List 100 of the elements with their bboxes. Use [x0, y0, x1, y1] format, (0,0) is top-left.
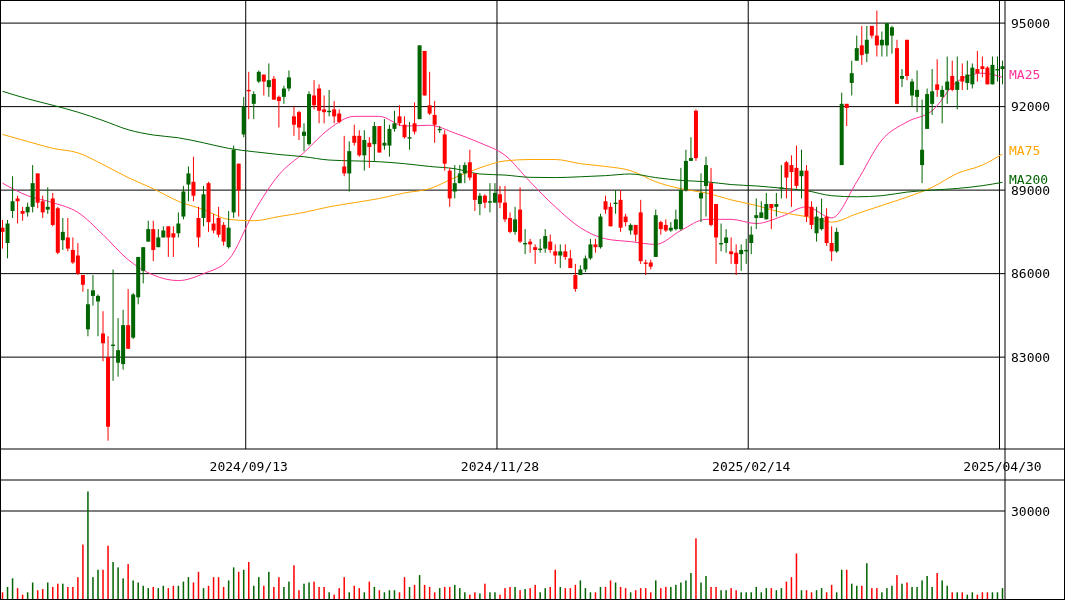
- candlestick: [739, 243, 744, 272]
- candlestick: [819, 197, 824, 231]
- candlestick: [251, 90, 256, 120]
- candlestick: [849, 60, 854, 96]
- candlestick: [940, 85, 945, 124]
- candlestick: [432, 100, 437, 144]
- candlestick: [286, 69, 291, 92]
- candlestick: [392, 110, 397, 133]
- candlestick: [397, 104, 402, 127]
- candlestick: [688, 136, 693, 162]
- candlestick: [95, 294, 100, 337]
- candlestick: [874, 10, 879, 58]
- candlestick: [427, 71, 432, 116]
- candlestick: [558, 243, 563, 269]
- candlestick: [960, 62, 965, 91]
- x-tick-label: 2024/11/28: [460, 458, 540, 474]
- candlestick: [754, 197, 759, 230]
- candlestick: [126, 288, 131, 350]
- candlestick: [312, 79, 317, 110]
- candlestick: [910, 78, 915, 108]
- candlestick: [543, 228, 548, 254]
- candlestick: [196, 206, 201, 248]
- y-tick-label: 83000: [1011, 349, 1051, 365]
- x-tick-label: 2024/09/13: [209, 458, 288, 474]
- candlestick: [854, 35, 859, 62]
- candlestick: [975, 50, 980, 83]
- line-series: [2, 133, 1003, 223]
- candlestick: [955, 56, 960, 110]
- candlestick: [950, 60, 955, 92]
- candlestick: [372, 121, 377, 162]
- candlestick: [0, 219, 5, 250]
- candlestick: [1000, 60, 1005, 85]
- candlestick: [101, 310, 106, 362]
- candlestick: [176, 211, 181, 238]
- candlestick: [533, 243, 538, 265]
- candlestick: [920, 99, 925, 184]
- candlestick: [477, 192, 482, 216]
- candlestick: [281, 85, 286, 105]
- candlestick: [296, 110, 301, 141]
- y-tick-label: 30000: [1011, 503, 1051, 519]
- candlestick: [60, 217, 65, 251]
- candlestick: [935, 58, 940, 98]
- x-tick-label: 2025/02/14: [712, 458, 791, 474]
- candlestick: [749, 225, 754, 255]
- candlestick: [402, 115, 407, 140]
- candlestick: [407, 121, 412, 151]
- candlestick: [166, 225, 171, 258]
- candlestick: [553, 243, 558, 265]
- candlestick: [116, 317, 121, 378]
- candlestick: [362, 129, 367, 172]
- candlestick: [784, 160, 789, 199]
- candlestick: [30, 164, 35, 213]
- candlestick: [945, 56, 950, 105]
- y-tick-label: 95000: [1011, 15, 1051, 31]
- candlestick: [75, 242, 80, 276]
- candlestick: [859, 25, 864, 66]
- candlestick: [412, 101, 417, 135]
- candlestick: [151, 220, 156, 262]
- candlestick: [889, 25, 894, 55]
- series-label: MA25: [1009, 66, 1041, 82]
- candlestick: [899, 68, 904, 88]
- y-tick-label: 92000: [1011, 99, 1051, 115]
- series-label: MA75: [1009, 143, 1041, 159]
- candlestick: [10, 175, 15, 219]
- candlestick: [5, 219, 10, 259]
- candlestick: [482, 193, 487, 209]
- candlestick: [729, 236, 734, 265]
- x-tick-label: 2025/04/30: [963, 458, 1042, 474]
- candlestick: [65, 217, 70, 252]
- candlestick: [834, 227, 839, 254]
- candlestick: [548, 234, 553, 254]
- candlestick: [829, 225, 834, 262]
- candlestick: [990, 56, 995, 85]
- line-series: [2, 72, 1003, 282]
- candlestick: [774, 192, 779, 218]
- candlestick: [15, 195, 20, 225]
- candlestick: [342, 135, 347, 177]
- candlestick: [90, 274, 95, 307]
- candlestick: [382, 118, 387, 151]
- candlestick: [201, 185, 206, 227]
- candlestick: [864, 25, 869, 63]
- candlestick: [347, 140, 352, 193]
- candlestick: [226, 210, 231, 250]
- candlestick: [186, 165, 191, 202]
- candlestick: [191, 156, 196, 202]
- candlestick: [367, 136, 372, 169]
- candlestick: [221, 221, 226, 247]
- candlestick: [965, 60, 970, 91]
- candlestick: [146, 220, 151, 243]
- y-tick-label: 86000: [1011, 266, 1051, 282]
- candlestick: [573, 263, 578, 293]
- candlestick: [492, 182, 497, 204]
- candlestick: [588, 238, 593, 261]
- candlestick: [724, 228, 729, 254]
- candlestick: [497, 185, 502, 209]
- candlestick: [462, 161, 467, 184]
- candlestick: [332, 100, 337, 124]
- candlestick: [45, 186, 50, 215]
- candlestick: [266, 62, 271, 98]
- candlestick: [513, 206, 518, 236]
